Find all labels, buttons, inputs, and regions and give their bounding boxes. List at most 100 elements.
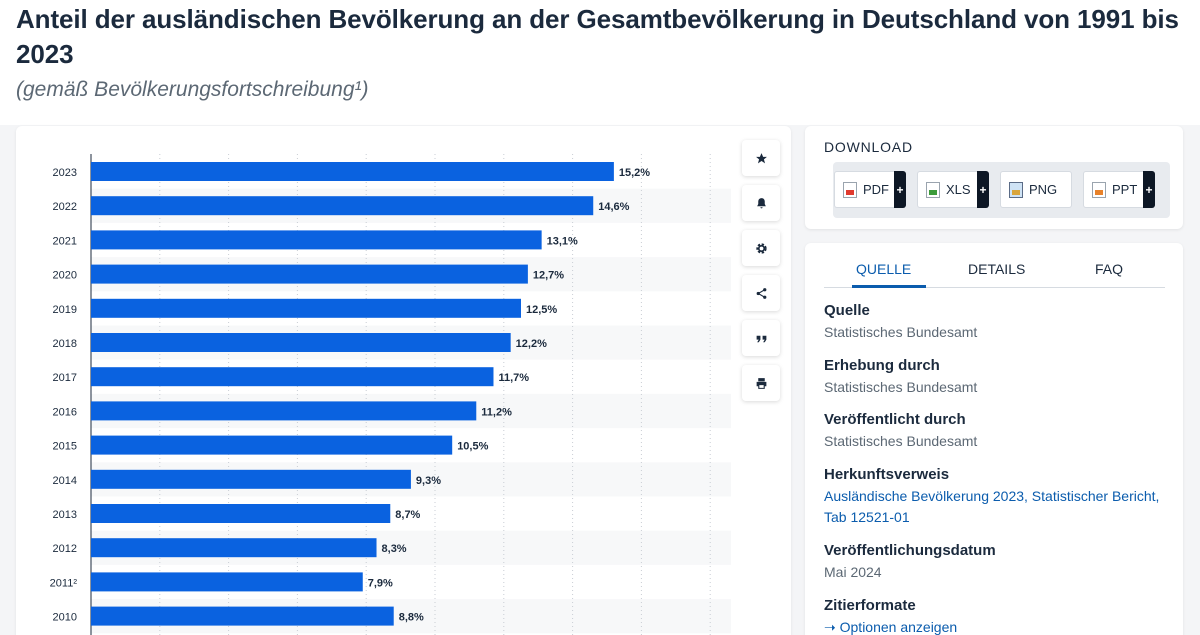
- category-label: 2018: [53, 338, 77, 350]
- bar: [91, 298, 521, 318]
- share-icon: [756, 287, 766, 299]
- quelle-label: Quelle: [824, 302, 870, 319]
- tab-faq[interactable]: FAQ: [1095, 261, 1124, 277]
- pdf-file-icon: [843, 181, 857, 198]
- quelle-value: Statistisches Bundesamt: [824, 324, 978, 340]
- bell-icon: [756, 197, 766, 208]
- category-label: 2020: [53, 270, 77, 282]
- value-label: 10,5%: [457, 441, 488, 453]
- download-pdf-label: PDF: [863, 182, 889, 197]
- veroeffentlicht-label: Veröffentlicht durch: [824, 411, 966, 428]
- print-icon: [756, 377, 766, 389]
- category-label: 2011²: [50, 577, 78, 589]
- download-ppt-label: PPT: [1112, 182, 1138, 197]
- chart-toolbar: [742, 140, 780, 410]
- bar: [91, 367, 494, 387]
- settings-button[interactable]: [742, 230, 780, 266]
- bar: [91, 538, 377, 558]
- favorite-button[interactable]: [742, 140, 780, 176]
- herkunft-label: Herkunftsverweis: [824, 466, 950, 483]
- bar: [91, 572, 363, 592]
- print-button[interactable]: [742, 365, 780, 401]
- zitier-label: Zitierformate: [824, 597, 916, 614]
- chart-card: 2023 15,2% 2022 14,6% 2021 13,1% 2020 12,7% 2019…: [16, 126, 791, 635]
- ppt-plus-icon[interactable]: +: [1143, 171, 1155, 208]
- ppt-file-icon: [1092, 181, 1106, 198]
- download-title: DOWNLOAD: [824, 139, 913, 155]
- category-label: 2010: [53, 612, 77, 624]
- datum-value: Mai 2024: [824, 564, 882, 580]
- zitier-link-label[interactable]: Optionen anzeigen: [839, 619, 958, 635]
- bar: [91, 333, 511, 352]
- pdf-plus-icon[interactable]: +: [894, 171, 906, 208]
- page-subtitle: (gemäß Bevölkerungsfortschreibung¹): [16, 78, 369, 101]
- category-label: 2019: [53, 304, 77, 316]
- bar: [91, 162, 614, 181]
- info-datum: Veröffentlichungsdatum Mai 2024: [824, 541, 1169, 583]
- download-pdf-button[interactable]: PDF +: [834, 171, 906, 208]
- category-label: 2013: [53, 509, 77, 521]
- herkunft-link[interactable]: Ausländische Bevölkerung 2023, Statistis…: [824, 486, 1169, 528]
- download-png-label: PNG: [1029, 182, 1058, 197]
- xls-file-icon: [926, 181, 940, 198]
- xls-plus-icon[interactable]: +: [977, 171, 989, 208]
- category-label: 2023: [53, 167, 77, 179]
- erhebung-value: Statistisches Bundesamt: [824, 379, 978, 395]
- category-label: 2014: [53, 475, 77, 487]
- info-veroeffentlicht: Veröffentlicht durch Statistisches Bunde…: [824, 410, 1169, 452]
- value-label: 8,8%: [399, 612, 424, 624]
- info-zitier: Zitierformate ➝ Optionen anzeigen: [824, 596, 1169, 635]
- bar: [91, 469, 411, 489]
- bar: [91, 230, 542, 250]
- active-tab-indicator: [852, 285, 926, 288]
- value-label: 12,5%: [526, 304, 557, 316]
- arrow-right-icon: ➝: [824, 619, 836, 635]
- bar: [91, 606, 394, 626]
- share-button[interactable]: [742, 275, 780, 311]
- star-icon: [755, 152, 767, 163]
- info-tabs: QUELLE DETAILS FAQ: [824, 255, 1165, 288]
- zitier-options-link[interactable]: ➝ Optionen anzeigen: [824, 617, 1169, 635]
- download-png-button[interactable]: PNG: [1000, 171, 1072, 208]
- notification-button[interactable]: [742, 185, 780, 221]
- download-ppt-button[interactable]: PPT +: [1083, 171, 1155, 208]
- bar: [91, 435, 453, 455]
- value-label: 8,7%: [395, 509, 420, 521]
- value-label: 13,1%: [547, 235, 578, 247]
- source-card: QUELLE DETAILS FAQ Quelle Statistisches …: [805, 243, 1183, 635]
- datum-label: Veröffentlichungsdatum: [824, 542, 996, 559]
- cite-button[interactable]: [742, 320, 780, 356]
- erhebung-label: Erhebung durch: [824, 357, 940, 374]
- value-label: 7,9%: [368, 577, 393, 589]
- download-xls-label: XLS: [946, 182, 971, 197]
- category-label: 2021: [53, 235, 77, 247]
- tab-details[interactable]: DETAILS: [968, 261, 1026, 277]
- value-label: 15,2%: [619, 167, 650, 179]
- page-title: Anteil der ausländischen Bevölkerung an …: [16, 4, 1179, 69]
- category-label: 2017: [53, 372, 77, 384]
- gear-icon: [755, 242, 767, 254]
- info-erhebung: Erhebung durch Statistisches Bundesamt: [824, 356, 1169, 398]
- category-label: 2012: [53, 543, 77, 555]
- bar: [91, 401, 477, 421]
- info-herkunft: Herkunftsverweis Ausländische Bevölkerun…: [824, 465, 1169, 528]
- png-file-icon: [1009, 181, 1023, 198]
- tab-quelle[interactable]: QUELLE: [856, 261, 912, 277]
- herkunft-link-line2[interactable]: Tab 12521-01: [824, 509, 910, 525]
- bar: [91, 196, 594, 216]
- download-buttons: PDF + XLS + PNG PPT +: [833, 162, 1170, 218]
- herkunft-link-line1[interactable]: Ausländische Bevölkerung 2023, Statistis…: [824, 488, 1160, 504]
- download-xls-button[interactable]: XLS +: [917, 171, 989, 208]
- quote-icon: [756, 335, 766, 342]
- page-header: Anteil der ausländischen Bevölkerung an …: [0, 0, 1200, 125]
- value-label: 11,7%: [498, 372, 529, 384]
- value-label: 8,3%: [382, 543, 407, 555]
- value-label: 11,2%: [481, 406, 512, 418]
- veroeffentlicht-value: Statistisches Bundesamt: [824, 433, 978, 449]
- bar: [91, 504, 391, 523]
- value-label: 9,3%: [416, 475, 441, 487]
- bar: [91, 264, 528, 284]
- value-label: 14,6%: [598, 201, 629, 213]
- download-card: DOWNLOAD PDF + XLS + PNG PPT +: [805, 126, 1183, 229]
- bar-chart: 2023 15,2% 2022 14,6% 2021 13,1% 2020 12,7% 2019…: [50, 154, 731, 635]
